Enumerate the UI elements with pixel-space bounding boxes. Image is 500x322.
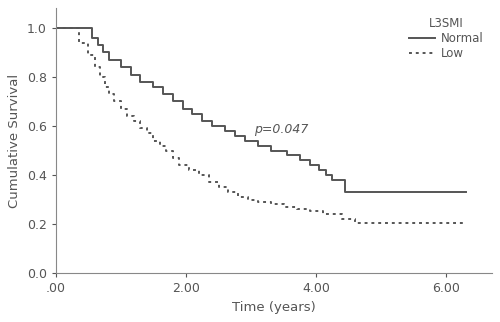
Text: p=0.047: p=0.047 (254, 123, 308, 136)
Low (462, 221, 468, 225)
Low (254, 200, 260, 204)
Normal (316, 168, 322, 172)
Normal (200, 119, 205, 123)
Low (118, 107, 124, 111)
Normal (242, 139, 248, 143)
Low (124, 114, 130, 118)
Low (106, 92, 112, 96)
Low (294, 207, 300, 211)
Low (170, 156, 176, 160)
Normal (222, 129, 228, 133)
Low (97, 75, 103, 79)
Low (245, 198, 251, 202)
Normal (254, 144, 260, 147)
Low (131, 119, 137, 123)
Low (268, 203, 274, 206)
Low (76, 41, 82, 44)
Line: Low: Low (56, 28, 466, 223)
Low (196, 173, 202, 177)
Low (226, 190, 232, 194)
Low (86, 53, 91, 57)
Low (150, 139, 156, 143)
Normal (170, 99, 176, 103)
Low (280, 205, 286, 209)
Normal (323, 173, 329, 177)
Low (53, 26, 59, 30)
Legend: Normal, Low: Normal, Low (406, 14, 486, 63)
Normal (106, 58, 112, 62)
Low (306, 209, 312, 213)
Low (320, 212, 326, 216)
Normal (306, 163, 312, 167)
Low (176, 163, 182, 167)
Normal (268, 148, 274, 152)
Low (186, 168, 192, 172)
Low (144, 131, 150, 135)
Low (352, 221, 358, 225)
Low (157, 144, 163, 147)
Low (138, 127, 143, 130)
Low (235, 195, 241, 199)
Normal (128, 72, 134, 76)
Normal (232, 134, 238, 138)
Low (164, 148, 170, 152)
Normal (284, 154, 290, 157)
Low (206, 180, 212, 184)
Low (339, 217, 345, 221)
Normal (88, 36, 94, 40)
Normal (342, 190, 348, 194)
Normal (180, 107, 186, 111)
Normal (462, 190, 468, 194)
Normal (150, 85, 156, 89)
Normal (160, 92, 166, 96)
X-axis label: Time (years): Time (years) (232, 301, 316, 314)
Normal (190, 112, 196, 116)
Normal (53, 26, 59, 30)
Low (112, 99, 117, 103)
Low (92, 65, 98, 69)
Normal (330, 178, 336, 182)
Normal (95, 43, 101, 47)
Y-axis label: Cumulative Survival: Cumulative Survival (8, 74, 22, 208)
Normal (82, 26, 88, 30)
Low (102, 85, 107, 89)
Line: Normal: Normal (56, 28, 466, 192)
Low (216, 185, 222, 189)
Normal (118, 65, 124, 69)
Normal (100, 51, 105, 54)
Normal (297, 158, 303, 162)
Normal (209, 124, 215, 128)
Normal (138, 80, 143, 84)
